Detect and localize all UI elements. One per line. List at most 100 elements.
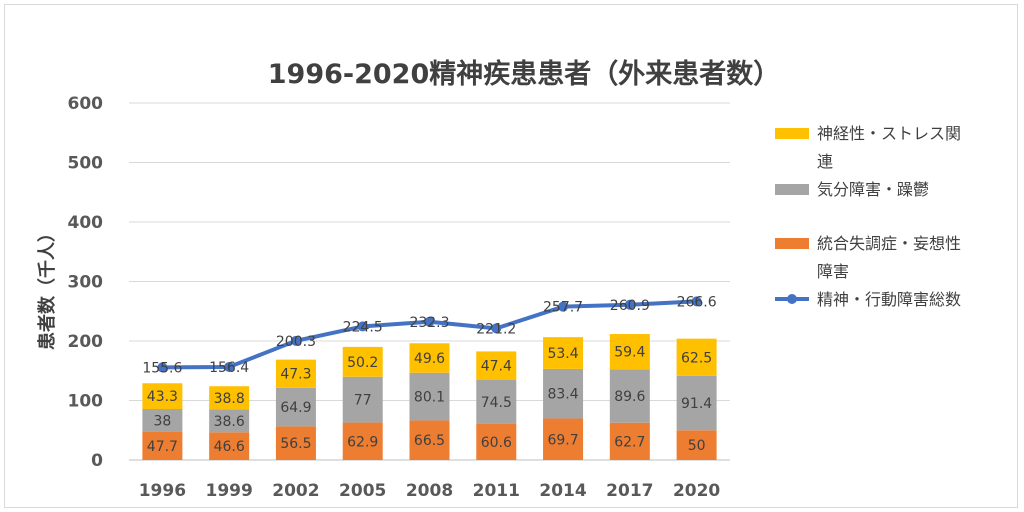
bar-data-label: 62.5 (681, 350, 712, 366)
bar-segment (676, 430, 717, 460)
legend-swatch (775, 128, 809, 139)
chart-canvas: 1996-2020精神疾患患者（外来患者数） 患者数（千人） 0 100 200 30… (36, 58, 961, 501)
bar-series: 47.7 38 43.3 46.6 38.6 38.8 56.5 64.9 47.3 62.9 77… (142, 334, 717, 460)
bar-data-label: 64.9 (280, 400, 311, 416)
bar-data-label: 50.2 (347, 355, 378, 371)
bar-data-label: 83.4 (547, 387, 578, 403)
bar-segment (543, 418, 584, 460)
y-tick-label: 400 (68, 213, 104, 233)
bar-segment (209, 386, 250, 410)
bar-data-label: 62.9 (347, 434, 378, 450)
bar-segment (476, 423, 517, 460)
bar-segment (676, 375, 717, 431)
legend-swatch (775, 184, 809, 195)
bar-data-label: 47.7 (147, 439, 178, 455)
line-data-label: 257.7 (543, 300, 583, 316)
bar-data-label: 66.5 (414, 433, 445, 449)
line-point (157, 362, 168, 373)
y-axis-ticks: 0 100 200 300 400 500 600 (68, 94, 104, 471)
legend-label: 精神・行動障害総数 (817, 290, 961, 309)
line-data-label: 200.3 (276, 334, 316, 350)
bar-segment (142, 431, 183, 460)
bar-segment (609, 334, 650, 370)
line-data-label: 155.6 (142, 360, 182, 376)
bar-segment (409, 420, 450, 460)
bar-data-label: 80.1 (414, 390, 445, 406)
line-data-label: 221.2 (476, 321, 516, 337)
y-tick-label: 0 (91, 451, 103, 471)
line-point (424, 316, 435, 327)
bar-segment (676, 338, 717, 376)
bar-segment (275, 426, 316, 460)
x-tick-label: 2005 (339, 481, 386, 501)
bar-data-label: 74.5 (481, 395, 512, 411)
bar-segment (409, 343, 450, 373)
bar-data-label: 53.4 (547, 346, 578, 362)
line-data-label: 260.9 (610, 298, 650, 314)
chart-title: 1996-2020精神疾患患者（外来患者数） (268, 58, 781, 90)
x-tick-label: 2014 (539, 481, 586, 501)
bar-data-label: 43.3 (147, 389, 178, 405)
line-data-label: 156.4 (209, 360, 249, 376)
legend-label: 統合失調症・妄想性 (817, 234, 961, 253)
y-tick-label: 500 (68, 154, 104, 174)
bar-data-label: 38.6 (214, 414, 245, 430)
y-tick-label: 100 (68, 392, 104, 412)
legend-label: 神経性・ストレス関 (817, 124, 961, 143)
legend-label-continued: 連 (817, 152, 833, 171)
x-tick-label: 2002 (272, 481, 319, 501)
x-tick-label: 2017 (606, 481, 653, 501)
bar-segment (142, 409, 183, 432)
x-axis-ticks: 1996 1999 2002 2005 2008 2011 2014 2017 2020 (139, 481, 721, 501)
bar-segment (409, 372, 450, 421)
chart-frame: 1996-2020精神疾患患者（外来患者数） 患者数（千人） 0 100 200 30… (4, 4, 1018, 508)
line-point (290, 335, 301, 346)
x-tick-label: 1999 (206, 481, 253, 501)
legend-swatch (775, 238, 809, 249)
bar-segment (543, 368, 584, 419)
bar-segment (342, 376, 383, 423)
line-data-label: 232.3 (409, 315, 449, 331)
x-tick-label: 2008 (406, 481, 453, 501)
bar-data-label: 60.6 (481, 435, 512, 451)
y-tick-label: 600 (68, 94, 104, 114)
bar-segment (543, 337, 584, 369)
line-point (224, 361, 235, 372)
bar-data-label: 46.6 (214, 439, 245, 455)
bar-data-label: 47.3 (280, 367, 311, 383)
bar-data-label: 47.4 (481, 359, 512, 375)
bar-data-label: 38 (153, 413, 171, 429)
line-point (491, 323, 502, 334)
bar-segment (275, 387, 316, 427)
bar-data-label: 50 (688, 438, 706, 454)
line-point (691, 296, 702, 307)
bar-segment (476, 379, 517, 424)
legend-label: 気分障害・躁鬱 (817, 180, 929, 199)
bar-data-label: 59.4 (614, 345, 645, 361)
bar-data-label: 49.6 (414, 351, 445, 367)
line-point (624, 299, 635, 310)
line-data-label: 224.5 (343, 319, 383, 335)
bar-data-label: 38.8 (214, 391, 245, 407)
bar-segment (209, 432, 250, 460)
line-point (357, 321, 368, 332)
y-tick-label: 300 (68, 273, 104, 293)
legend-marker (787, 294, 797, 304)
line-data-label: 266.6 (677, 294, 717, 310)
x-tick-label: 1996 (139, 481, 186, 501)
bar-segment (142, 383, 183, 410)
bar-data-label: 91.4 (681, 396, 712, 412)
bar-segment (609, 369, 650, 423)
line-series: 155.6 156.4 200.3 224.5 232.3 221.2 257.7 260.9… (142, 294, 716, 376)
bar-segment (609, 422, 650, 460)
bar-segment (476, 351, 517, 380)
bar-segment (275, 359, 316, 388)
bar-data-label: 89.6 (614, 389, 645, 405)
y-tick-label: 200 (68, 332, 104, 352)
bar-data-label: 69.7 (547, 432, 578, 448)
bar-data-label: 56.5 (280, 436, 311, 452)
bar-data-label: 77 (354, 393, 372, 409)
x-tick-label: 2020 (673, 481, 720, 501)
bar-segment (342, 346, 383, 377)
